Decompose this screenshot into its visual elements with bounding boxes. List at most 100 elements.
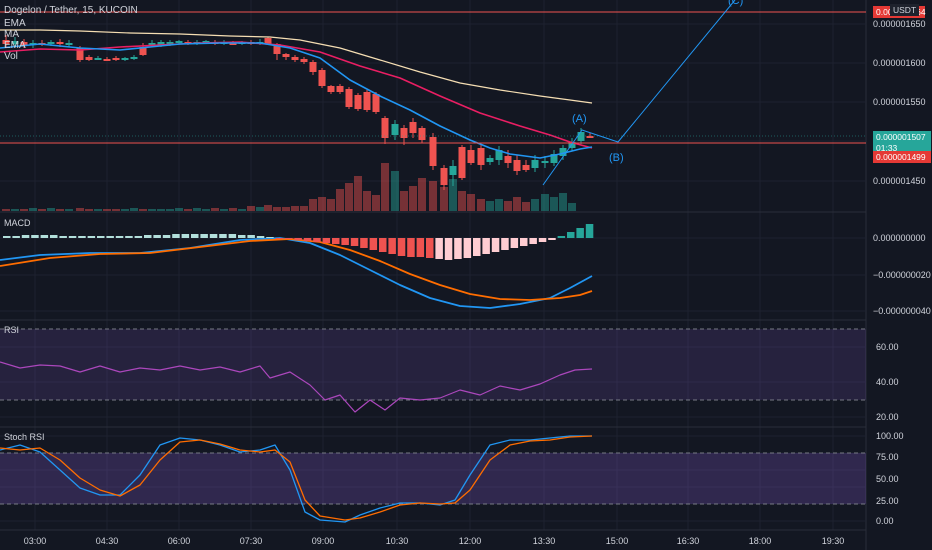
candle-body <box>139 47 147 55</box>
rsi-pane-title[interactable]: RSI <box>4 325 20 335</box>
candle-body <box>56 42 64 44</box>
volume-bar <box>504 201 512 211</box>
macd-histogram-bar <box>256 236 265 238</box>
candle-body <box>440 168 448 185</box>
candle-body <box>264 38 272 44</box>
rsi-tick-label: 40.00 <box>876 377 899 387</box>
volume-bar <box>38 209 46 211</box>
volume-bar <box>184 209 192 211</box>
wave-label-a: (A) <box>572 113 587 125</box>
volume-bar <box>559 193 567 211</box>
macd-histogram-bar <box>529 238 537 244</box>
macd-histogram-bar <box>322 238 331 243</box>
volume-bar <box>300 206 308 211</box>
volume-bar <box>238 209 246 211</box>
macd-histogram-bar <box>407 238 415 257</box>
volume-bar <box>11 209 19 211</box>
macd-histogram-bar <box>125 236 133 238</box>
candle-body <box>282 54 290 57</box>
candle <box>586 133 594 138</box>
indicator-legend-vol[interactable]: Vol <box>4 51 18 62</box>
volume-bar <box>130 208 138 211</box>
rsi-band <box>0 329 866 400</box>
candle <box>112 56 120 61</box>
candle-body <box>541 161 549 163</box>
macd-histogram-bar <box>3 236 11 238</box>
macd-histogram-bar <box>482 238 490 254</box>
stoch-rsi-pane-title[interactable]: Stoch RSI <box>4 432 45 442</box>
candle-body <box>65 43 73 45</box>
volume-bar <box>467 194 475 211</box>
volume-bar <box>29 208 37 211</box>
candle <box>429 133 437 170</box>
volume-bar <box>291 206 299 211</box>
candle-body <box>157 42 165 45</box>
user-drawings[interactable]: (A) (B) (C) <box>0 0 866 186</box>
macd-pane-title[interactable]: MACD <box>4 218 31 228</box>
candle-body <box>504 156 512 163</box>
macd-histogram-bar <box>576 228 584 238</box>
indicator-legend-ema-2[interactable]: EMA <box>4 40 26 51</box>
candle <box>20 39 28 48</box>
volume-bar <box>273 207 281 211</box>
stoch-tick-label: 0.00 <box>876 516 894 526</box>
volume-bar <box>229 208 237 211</box>
volume-bar <box>282 207 290 211</box>
candle-body <box>577 132 585 141</box>
macd-tick-label: −0.000000040 <box>873 306 931 316</box>
candle <box>495 146 503 165</box>
wave-label-b: (B) <box>609 152 624 164</box>
candle <box>2 35 10 47</box>
candle-body <box>309 62 317 72</box>
macd-histogram-bar <box>548 238 556 240</box>
time-tick-label: 13:30 <box>533 536 556 546</box>
signal-line <box>0 238 593 301</box>
candle <box>550 150 558 166</box>
currency-label[interactable]: USDT <box>890 4 920 16</box>
volume-bar <box>477 199 485 211</box>
candle-body <box>20 42 28 45</box>
volume-bar <box>193 208 201 211</box>
candle-body <box>85 57 93 60</box>
volume-bar <box>327 199 335 211</box>
macd-histogram-bar <box>294 238 302 240</box>
ema-fast-line <box>0 42 593 159</box>
indicator-legend-ma[interactable]: MA <box>4 29 19 40</box>
candle-body <box>418 128 426 140</box>
candle-body <box>477 148 485 165</box>
macd-histogram-bar <box>97 236 105 238</box>
volume-bar <box>309 199 317 211</box>
macd-histogram-bar <box>50 235 58 238</box>
price-tick-label: 0.000001600 <box>873 58 926 68</box>
volume-bar <box>409 186 417 211</box>
volume-bar <box>65 209 73 211</box>
candle-body <box>391 124 399 135</box>
macd-histogram-bar <box>78 236 86 238</box>
candle <box>130 55 138 60</box>
indicator-legend-ema-1[interactable]: EMA <box>4 18 26 29</box>
stoch-band <box>0 453 866 504</box>
candle <box>477 145 485 170</box>
macd-histogram <box>3 224 594 260</box>
stoch-tick-label: 25.00 <box>876 496 899 506</box>
volume-bar <box>541 194 549 211</box>
volume-bar <box>103 209 111 211</box>
volume-bar <box>247 206 255 211</box>
candle-body <box>2 40 10 44</box>
candle-body <box>568 142 576 148</box>
candle <box>391 120 399 140</box>
candle-body <box>76 48 84 60</box>
candle-body <box>103 59 111 61</box>
macd-histogram-bar <box>379 238 387 252</box>
volume-bar <box>336 189 344 211</box>
candle-body <box>273 44 281 54</box>
candle-body <box>166 42 174 44</box>
candle <box>11 37 19 46</box>
candle-body <box>458 147 466 178</box>
candle <box>309 60 317 75</box>
candlesticks[interactable] <box>2 35 594 190</box>
macd-histogram-bar <box>87 236 96 238</box>
candle <box>467 145 475 165</box>
volume-bar <box>449 179 457 211</box>
